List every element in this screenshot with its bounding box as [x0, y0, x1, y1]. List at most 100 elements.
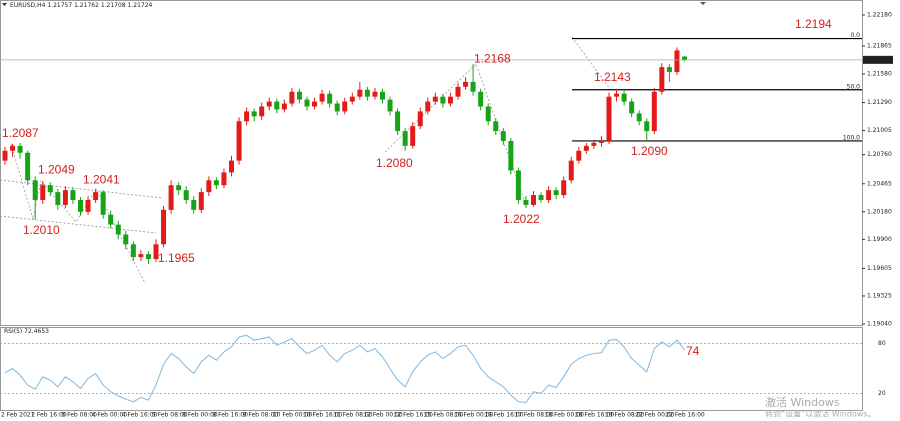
candle-body: [213, 180, 219, 186]
candle-body: [485, 106, 491, 122]
candle-body: [206, 180, 212, 193]
candle-body: [364, 89, 370, 97]
candle-body: [32, 180, 38, 200]
candle-body: [432, 96, 438, 102]
rsi-tick-label: 80: [878, 340, 886, 347]
candle-body: [410, 126, 416, 146]
candle-body: [327, 93, 333, 104]
candle-body: [493, 121, 499, 132]
candle-body: [357, 89, 363, 97]
open: 1.21757: [47, 2, 72, 9]
candle-body: [266, 101, 272, 107]
y-tick-label: 1.22180: [867, 11, 892, 18]
x-tick-label: 5 Feb 08:00: [152, 412, 188, 419]
candle-body: [259, 106, 265, 117]
high: 1.21762: [74, 2, 99, 9]
candle-body: [523, 200, 529, 205]
candle-body: [447, 96, 453, 104]
candle-body: [289, 91, 295, 104]
price-annotation: 1.2049: [38, 162, 75, 176]
price-annotation: 1.2090: [631, 144, 668, 158]
low: 1.21708: [101, 2, 126, 9]
x-tick-label: 12 Feb 00:00: [363, 412, 403, 419]
candle-body: [644, 121, 650, 132]
x-tick-label: 18 Feb 16:00: [575, 412, 615, 419]
close: 1.21724: [128, 2, 153, 9]
x-tick-label: 18 Feb 00:00: [545, 412, 585, 419]
x-tick-label: 17 Feb 08:00: [514, 412, 554, 419]
candle-body: [463, 81, 469, 87]
x-tick-label: 19 Feb 08:00: [605, 412, 645, 419]
price-annotation: 1.2194: [795, 17, 832, 31]
candle-body: [123, 234, 129, 245]
x-tick-label: 4 Feb 00:00: [92, 412, 128, 419]
candle-body: [546, 190, 552, 200]
candle-body: [2, 150, 8, 161]
candle-body: [108, 214, 114, 225]
candle-body: [651, 91, 657, 132]
candle-body: [115, 224, 121, 235]
candle-body: [621, 93, 627, 102]
symbol: EURUSD,H4: [10, 2, 46, 9]
candle-body: [100, 192, 106, 215]
candle-body: [629, 101, 635, 114]
candle-body: [296, 91, 302, 100]
candle-body: [334, 103, 340, 112]
candle-body: [553, 190, 559, 196]
candle-body: [380, 91, 385, 100]
x-tick-label: 2 Feb 2021: [1, 412, 35, 419]
x-tick-label: 10 Feb 00:00: [273, 412, 313, 419]
candle-body: [168, 185, 174, 210]
candle-body: [576, 150, 582, 161]
candle-body: [515, 170, 521, 200]
price-annotation: 1.2143: [594, 70, 631, 84]
rsi-panel: [0, 327, 863, 411]
candle-body: [161, 209, 167, 245]
candle-body: [191, 200, 197, 210]
x-tick-label: 16 Feb 00:00: [454, 412, 494, 419]
price-tag: [863, 55, 893, 64]
x-tick-label: 9 Feb 08:00: [243, 412, 279, 419]
candle-body: [304, 99, 310, 107]
candle-body: [395, 111, 401, 132]
candle-body: [568, 160, 574, 181]
candle-body: [614, 93, 620, 97]
x-tick-label: 3 Feb 08:00: [61, 412, 97, 419]
candle-body: [10, 145, 16, 151]
price-annotation: 1.2168: [474, 51, 511, 65]
candle-body: [78, 200, 83, 212]
candle-body: [682, 56, 687, 60]
x-tick-label: 16 Feb 16:00: [484, 412, 524, 419]
candle-body: [372, 91, 378, 97]
watermark: 激活 Windows: [765, 395, 840, 409]
candle-body: [455, 86, 461, 97]
candle-body: [538, 195, 544, 200]
y-tick-label: 1.20760: [867, 151, 892, 158]
candle-body: [312, 101, 318, 107]
x-tick-label: 8 Feb 00:00: [182, 412, 218, 419]
rsi-name: RSI(5): [4, 328, 22, 335]
y-tick-label: 1.19325: [867, 292, 892, 299]
price-tag-label: 1.21724: [866, 56, 891, 63]
price-annotation: 1.2087: [2, 126, 39, 140]
y-tick-label: 1.21865: [867, 42, 892, 49]
candle-body: [636, 113, 642, 122]
rsi-annotation: 74: [686, 344, 700, 358]
y-tick-label: 1.19040: [867, 321, 892, 328]
candle-body: [236, 121, 242, 161]
candle-body: [198, 192, 204, 210]
candle-body: [281, 103, 287, 110]
candle-body: [47, 185, 53, 193]
candle-body: [55, 192, 61, 205]
candle-body: [70, 190, 76, 200]
candle-body: [251, 111, 257, 117]
candle-body: [138, 254, 144, 258]
candle-body: [349, 96, 355, 102]
rsi-last: 72.4653: [24, 328, 49, 335]
rsi-line: [4, 334, 685, 404]
candle-body: [561, 180, 567, 196]
fib-label: 100.0: [843, 134, 860, 141]
rsi-header: RSI(5) 72.4653: [4, 328, 49, 335]
